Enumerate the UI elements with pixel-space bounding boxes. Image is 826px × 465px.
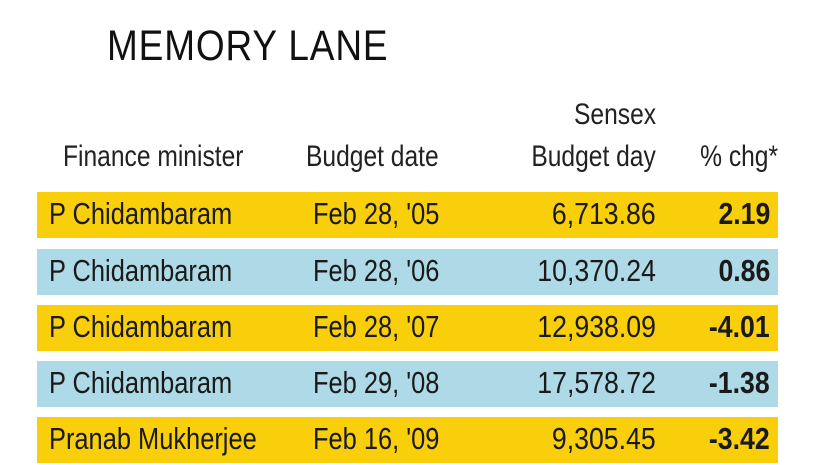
table-row: P Chidambaram Feb 28, '07 12,938.09 -4.0… [37, 305, 778, 351]
pct-change-cell: -3.42 [709, 421, 770, 456]
date-cell: Feb 28, '05 [313, 196, 440, 231]
pct-change-cell: 2.19 [718, 196, 770, 231]
sensex-cell: 6,713.86 [552, 196, 656, 231]
header-sensex-line1: Sensex [573, 98, 656, 131]
sensex-cell: 10,370.24 [537, 253, 656, 288]
table-row: Pranab Mukherjee Feb 16, '09 9,305.45 -3… [37, 417, 778, 463]
date-cell: Feb 28, '07 [313, 309, 440, 344]
pct-change-cell: -1.38 [709, 365, 770, 400]
sensex-cell: 12,938.09 [537, 309, 656, 344]
header-finance-minister: Finance minister [63, 140, 244, 173]
table-row: P Chidambaram Feb 28, '06 10,370.24 0.86 [37, 249, 778, 295]
minister-cell: P Chidambaram [49, 309, 233, 344]
date-cell: Feb 29, '08 [313, 365, 440, 400]
sensex-cell: 9,305.45 [552, 421, 656, 456]
table-row: P Chidambaram Feb 29, '08 17,578.72 -1.3… [37, 361, 778, 407]
minister-cell: P Chidambaram [49, 253, 233, 288]
table-row: P Chidambaram Feb 28, '05 6,713.86 2.19 [37, 192, 778, 238]
page-title: MEMORY LANE [107, 22, 389, 70]
pct-change-cell: 0.86 [718, 253, 770, 288]
sensex-cell: 17,578.72 [537, 365, 656, 400]
header-pct-change: % chg* [700, 140, 778, 173]
date-cell: Feb 28, '06 [313, 253, 440, 288]
header-budget-date: Budget date [306, 140, 439, 173]
header-sensex-line2: Budget day [531, 140, 656, 173]
date-cell: Feb 16, '09 [313, 421, 440, 456]
minister-cell: P Chidambaram [49, 196, 233, 231]
pct-change-cell: -4.01 [709, 309, 770, 344]
minister-cell: P Chidambaram [49, 365, 233, 400]
minister-cell: Pranab Mukherjee [49, 421, 257, 456]
